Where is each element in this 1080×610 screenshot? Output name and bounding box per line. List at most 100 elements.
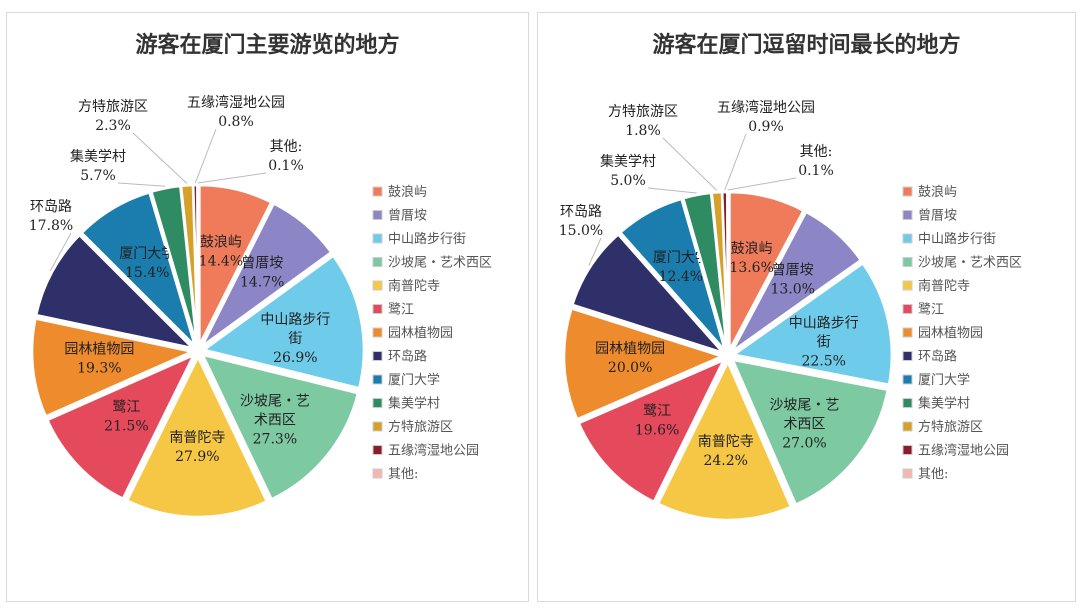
pie-slice xyxy=(30,317,197,419)
legend-swatch xyxy=(902,327,913,338)
leader-line xyxy=(117,182,166,187)
leader-line xyxy=(49,232,72,272)
data-label: 沙坡尾・艺术西区 27.3% xyxy=(240,394,310,448)
legend-swatch xyxy=(902,468,913,479)
pie-slice xyxy=(196,183,200,346)
pie-slice xyxy=(125,354,269,519)
data-label: 园林植物园 20.0% xyxy=(595,341,665,376)
legend-item: 曾厝垵 xyxy=(918,209,957,224)
legend-item: 五缘湾湿地公园 xyxy=(918,443,1009,459)
pie-slice xyxy=(200,253,366,390)
legend-item: 沙坡尾・艺术西区 xyxy=(918,256,1022,271)
legend-item: 鼓浪屿 xyxy=(918,185,957,200)
data-label: 南普陀寺 27.9% xyxy=(169,430,225,465)
pie-slice xyxy=(730,261,894,387)
pie-slice xyxy=(198,183,273,346)
legend-swatch xyxy=(372,233,383,244)
legend-item: 五缘湾湿地公园 xyxy=(388,443,479,459)
data-label: 南普陀寺 24.2% xyxy=(698,434,754,469)
chart-title: 游客在厦门主要游览的地方 xyxy=(135,32,400,58)
legend-swatch xyxy=(902,421,913,432)
legend-swatch xyxy=(902,186,913,197)
legend-swatch xyxy=(372,445,383,455)
legend-swatch xyxy=(902,304,913,314)
pie-slice xyxy=(656,359,793,522)
pie-slice xyxy=(562,306,726,421)
legend-swatch xyxy=(902,280,913,291)
chart-panel-right: 游客在厦门逗留时间最长的地方 鼓浪屿 13.6% 曾厝垵 13.0% 中山路步行街 22.… xyxy=(537,12,1076,602)
legend-swatch xyxy=(372,186,383,197)
leader-line xyxy=(724,133,747,191)
data-label: 曾厝垵 14.7% xyxy=(240,255,284,290)
legend-item: 曾厝垵 xyxy=(388,209,427,224)
legend-item: 环岛路 xyxy=(388,349,427,365)
pie-slice xyxy=(34,233,197,351)
legend-swatch xyxy=(372,398,383,408)
data-label: 环岛路 15.0% xyxy=(559,204,603,239)
chart-title: 游客在厦门逗留时间最长的地方 xyxy=(652,32,961,58)
legend-item: 园林植物园 xyxy=(918,326,983,341)
data-label: 其他: 0.1% xyxy=(798,144,834,179)
pie-chart-right: 鼓浪屿 13.6%曾厝垵 13.0% 中山路步行街 22.5% 沙坡尾・艺术西区 27.0%… xyxy=(559,99,1022,522)
legend-swatch xyxy=(372,304,383,314)
pie-slice xyxy=(726,190,730,351)
legend-item: 中山路步行街 xyxy=(388,231,466,247)
data-label: 厦门大学 15.4% xyxy=(119,246,175,281)
data-label: 中山路步行街 26.9% xyxy=(260,312,330,366)
legend-item: 中山路步行街 xyxy=(918,231,996,247)
data-label: 沙坡尾・艺术西区 27.0% xyxy=(769,397,839,451)
legend-item: 园林植物园 xyxy=(388,326,453,341)
pie-chart-left: 鼓浪屿 14.4%曾厝垵 14.7% 中山路步行街 26.9% 沙坡尾・艺术西区 27.3%… xyxy=(29,94,492,519)
leader-line xyxy=(662,137,718,191)
pie-slice xyxy=(200,201,334,348)
data-label: 鹭江 21.5% xyxy=(104,400,148,435)
legend-item: 方特旅游区 xyxy=(388,419,453,435)
data-label: 鼓浪屿 14.4% xyxy=(199,234,243,269)
data-label: 环岛路 17.8% xyxy=(29,199,73,234)
legend-item: 厦门大学 xyxy=(918,372,970,388)
pie-slice xyxy=(570,232,727,356)
legend-swatch xyxy=(372,468,383,479)
legend-item: 沙坡尾・艺术西区 xyxy=(388,256,492,271)
leader-line xyxy=(194,128,217,184)
data-label: 五缘湾湿地公园 0.9% xyxy=(717,99,815,135)
legend-swatch xyxy=(902,398,913,408)
data-label: 五缘湾湿地公园 0.8% xyxy=(187,94,285,130)
legend-swatch xyxy=(902,374,913,385)
legend-item: 其他: xyxy=(918,467,948,482)
legend-item: 方特旅游区 xyxy=(918,419,983,435)
legend-swatch xyxy=(372,351,383,361)
data-label: 集美学村 5.0% xyxy=(600,153,656,189)
pie-slice xyxy=(45,352,197,501)
legend-swatch xyxy=(372,374,383,385)
data-label: 曾厝垵 13.0% xyxy=(770,262,814,297)
leader-line xyxy=(197,172,267,184)
data-label: 方特旅游区 1.8% xyxy=(608,104,678,139)
pie-slice xyxy=(618,197,727,352)
legend-swatch xyxy=(372,327,383,338)
legend-item: 环岛路 xyxy=(918,349,957,365)
legend-item: 鼓浪屿 xyxy=(388,185,427,200)
legend-item: 鹭江 xyxy=(918,302,944,318)
data-label: 园林植物园 19.3% xyxy=(64,341,134,376)
legend-swatch xyxy=(372,210,383,220)
chart-panel-left: 游客在厦门主要游览的地方 鼓浪屿 14.4% 曾厝垵 14.7% 中山路步行街 26.9%… xyxy=(6,12,529,602)
pie-slice xyxy=(730,358,890,507)
leader-line xyxy=(588,237,602,266)
legend-item: 集美学村 xyxy=(388,396,440,412)
leader-line xyxy=(132,132,188,184)
legend-swatch xyxy=(902,257,913,267)
pie-slice xyxy=(730,210,863,353)
legend-swatch xyxy=(902,351,913,361)
leader-line xyxy=(647,187,697,194)
legend-item: 厦门大学 xyxy=(388,372,440,388)
data-label: 中山路步行街 22.5% xyxy=(789,315,859,369)
data-label: 集美学村 5.7% xyxy=(70,148,126,184)
legend-swatch xyxy=(902,233,913,244)
pie-slice xyxy=(79,190,197,347)
legend-swatch xyxy=(372,257,383,267)
data-label: 方特旅游区 2.3% xyxy=(78,99,148,134)
legend-item: 南普陀寺 xyxy=(918,278,970,294)
data-label: 其他: 0.1% xyxy=(268,139,304,174)
